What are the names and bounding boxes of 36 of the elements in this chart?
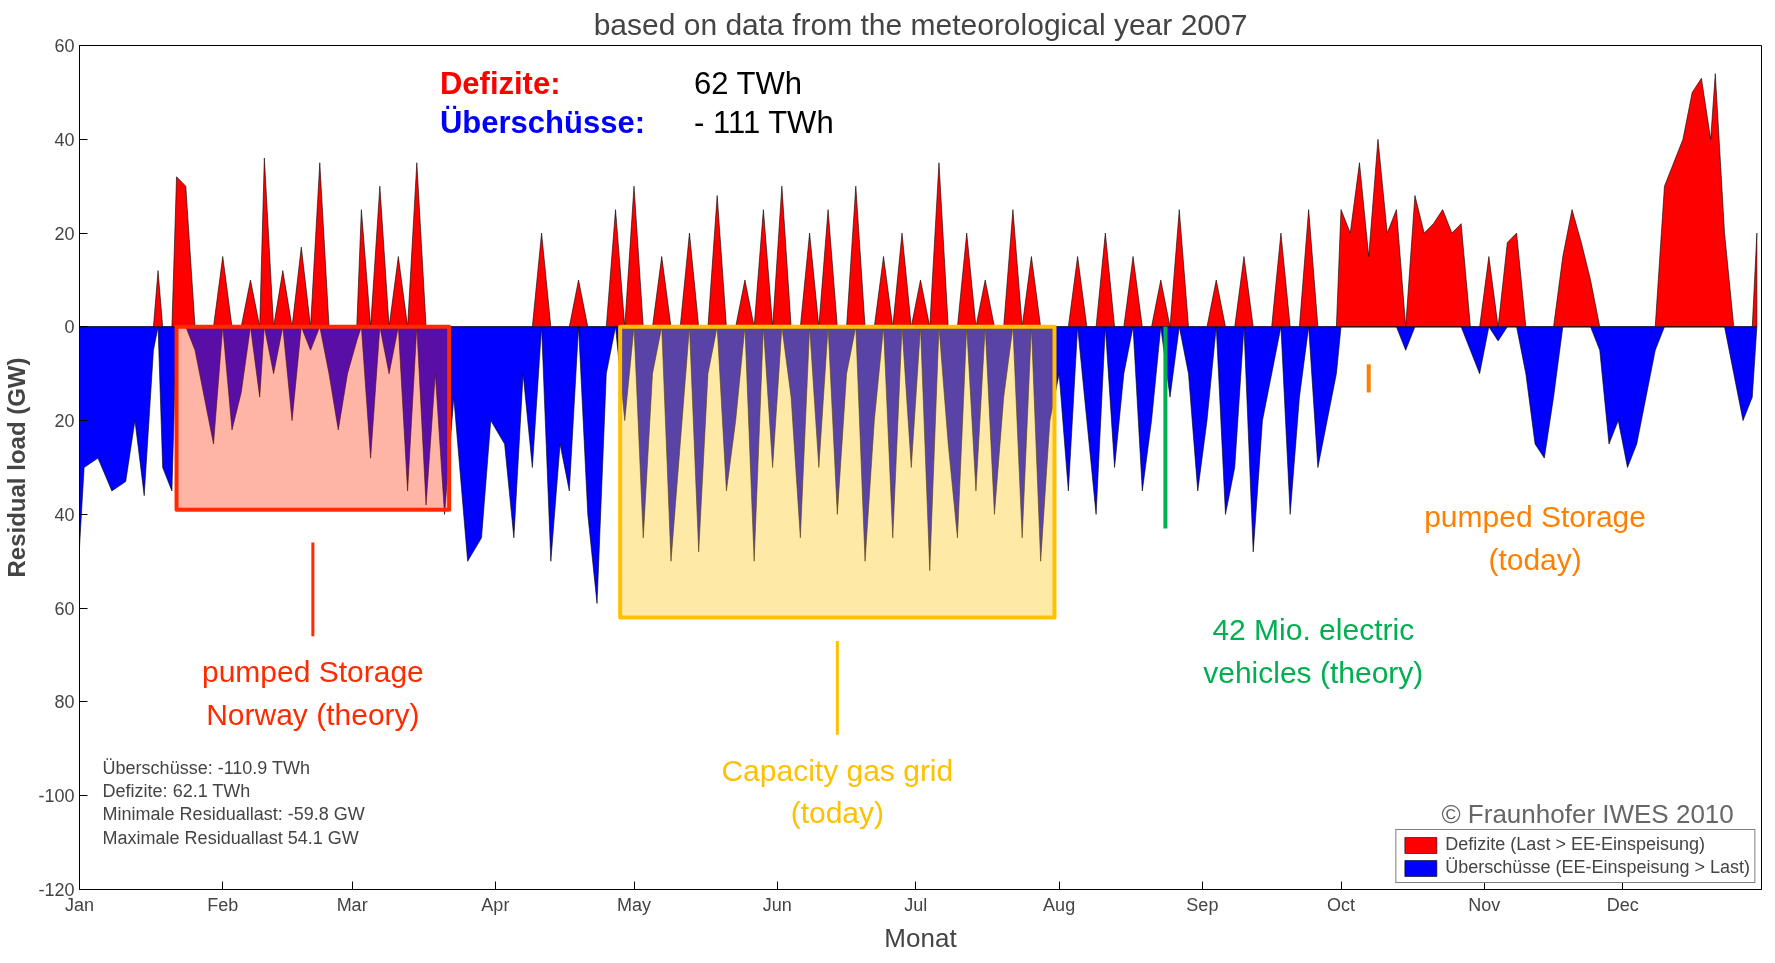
x-tick-label: Apr	[481, 894, 510, 915]
x-tick-label: Aug	[1043, 894, 1076, 915]
x-tick-label: Jul	[904, 894, 928, 915]
x-tick-label: Nov	[1468, 894, 1501, 915]
legend-label: Defizite (Last > EE-Einspeisung)	[1445, 834, 1705, 855]
y-tick-label: 20	[54, 411, 75, 432]
annotation: Überschüsse: -110.9 TWh	[102, 757, 311, 778]
y-tick-label: 40	[54, 504, 75, 525]
annotation: Maximale Residuallast 54.1 GW	[102, 827, 359, 848]
x-tick-label: Dec	[1606, 894, 1639, 915]
x-tick-label: Jun	[762, 894, 792, 915]
y-axis-title: Residual load (GW)	[3, 357, 31, 578]
x-tick-label: Oct	[1327, 894, 1356, 915]
text: Überschüsse: - 111 TWh	[439, 105, 834, 141]
y-tick-label: 40	[54, 129, 75, 150]
text: Defizite: 62 TWh	[439, 65, 803, 101]
y-tick-label: 60	[54, 598, 75, 619]
x-axis-title: Monat	[884, 922, 958, 953]
y-tick-label: -100	[38, 786, 75, 807]
x-tick-label: Feb	[207, 894, 239, 915]
annotation: © Fraunhofer IWES 2010	[1441, 799, 1734, 830]
x-tick-label: May	[617, 894, 652, 915]
legend-label: Überschüsse (EE-Einspeisung > Last)	[1445, 857, 1750, 878]
y-tick-label: 80	[54, 692, 75, 713]
y-tick-label: 0	[64, 317, 75, 338]
text: Capacity gas grid (today)	[721, 753, 954, 830]
text: pumped Storage (today)	[1424, 500, 1646, 577]
y-tick-label: 20	[54, 223, 75, 244]
text: pumped Storage Norway (theory)	[201, 655, 424, 731]
text: 42 Mio. electric vehicles (theory)	[1203, 612, 1424, 689]
annotation: Defizite: 62.1 TWh	[102, 781, 251, 802]
y-tick-label: 60	[54, 36, 75, 56]
chart-title: based on data from the meteorological year 2007	[593, 7, 1248, 41]
annotation: Minimale Residuallast: -59.8 GW	[102, 804, 365, 825]
x-tick-label: Sep	[1186, 894, 1219, 915]
x-tick-label: Mar	[336, 894, 368, 915]
